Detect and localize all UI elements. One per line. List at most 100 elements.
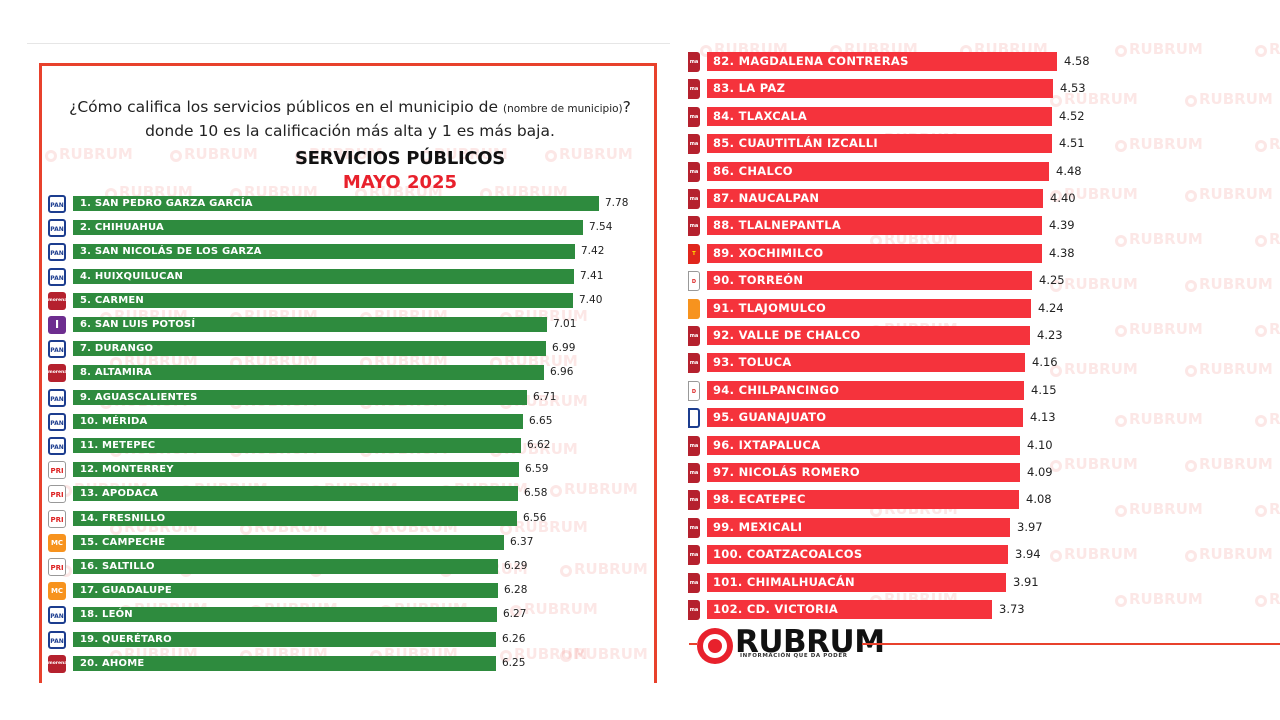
party-logo-icon: morena [48,655,66,673]
bar [707,79,1053,98]
watermark-text: RUBRUM [1115,410,1203,428]
party-logo-icon: morena [48,364,66,382]
bar-label: 98. ECATEPEC [713,492,806,506]
watermark-text: RUBRUM [1050,360,1138,378]
bar-label: 14. FRESNILLO [80,513,166,524]
bar-value-label: 6.59 [525,463,549,475]
bar-value-label: 7.40 [579,294,603,306]
bar-label: 15. CAMPECHE [80,537,166,548]
bar-label: 85. CUAUTITLÁN IZCALLI [713,136,878,150]
bar-label: 10. MÉRIDA [80,416,148,427]
watermark-text: RUBRUM [1255,40,1280,58]
bar [707,518,1010,537]
bar-label: 99. MEXICALI [713,520,803,534]
bar-value-label: 3.97 [1017,520,1043,534]
watermark-text: RUBRUM [1185,455,1273,473]
bar-value-label: 7.42 [581,245,605,257]
chart-title: SERVICIOS PÚBLICOS [295,148,505,169]
bar-value-label: 4.58 [1064,54,1090,68]
party-logo-icon: ma [688,52,700,72]
party-logo-icon: PAN [48,606,66,624]
bar-label: 97. NICOLÁS ROMERO [713,465,860,479]
question-text: ¿Cómo califica los servicios públicos en… [69,98,499,116]
bar-value-label: 4.51 [1059,136,1085,150]
bar-label: 84. TLAXCALA [713,109,808,123]
bar-value-label: 4.23 [1037,328,1063,342]
party-logo-icon: PRI [48,461,66,479]
bar [73,293,573,308]
bar [707,52,1057,71]
bar-value-label: 4.48 [1056,164,1082,178]
watermark-text: RUBRUM [1115,320,1203,338]
bar [73,656,496,671]
bar-value-label: 6.99 [552,342,576,354]
question-scale-text: donde 10 es la calificación más alta y 1… [145,122,555,140]
bar [73,607,497,622]
bar [707,408,1023,427]
brand-name: RUBRUM [735,624,885,660]
bar-label: 89. XOCHIMILCO [713,246,824,260]
party-logo-icon: PAN [48,413,66,431]
bar [707,189,1043,208]
watermark-text: RUBRUM [1115,40,1203,58]
party-logo-icon: ma [688,134,700,154]
bar-label: 90. TORREÓN [713,273,804,287]
bar [707,436,1020,455]
question-municipality-note: (nombre de municipio) [502,103,623,115]
bar [73,244,575,259]
bar [73,535,504,550]
bar-label: 13. APODACA [80,488,159,499]
bar-label: 20. AHOME [80,658,145,669]
bar-label: 2. CHIHUAHUA [80,222,164,233]
bar-label: 8. ALTAMIRA [80,367,152,378]
bar [707,134,1052,153]
watermark-text: RUBRUM [1115,590,1203,608]
bar-value-label: 6.27 [503,608,527,620]
watermark-text: RUBRUM [1185,545,1273,563]
bar [707,573,1006,592]
watermark-text: RUBRUM [1255,135,1280,153]
bar-value-label: 6.58 [524,487,548,499]
bar [707,216,1042,235]
party-logo-icon: ma [688,600,700,620]
chart-subtitle: MAYO 2025 [342,172,458,193]
bar [73,196,599,211]
party-logo-icon: I [48,316,66,334]
bar [707,326,1030,345]
bar-label: 7. DURANGO [80,343,154,354]
bar [707,600,992,619]
party-logo-icon: T [688,244,700,264]
party-logo-icon: PAN [48,268,66,286]
watermark-text: RUBRUM [1050,455,1138,473]
bar [707,162,1049,181]
bar [707,463,1020,482]
bar [73,341,546,356]
bar-label: 16. SALTILLO [80,561,155,572]
party-logo-icon: PAN [48,340,66,358]
bar-label: 1. SAN PEDRO GARZA GARCÍA [80,198,253,209]
bar-value-label: 6.26 [502,633,526,645]
bar-label: 6. SAN LUIS POTOSÍ [80,319,196,330]
brand-tagline: INFORMACIÓN QUE DA PODER [740,653,848,659]
bar-label: 88. TLALNEPANTLA [713,218,842,232]
bar-value-label: 6.96 [550,366,574,378]
watermark-text: RUBRUM [1255,410,1280,428]
bar-label: 91. TLAJOMULCO [713,301,827,315]
party-logo-icon: ma [688,107,700,127]
watermark-text: RUBRUM [1185,185,1273,203]
bar-value-label: 4.39 [1049,218,1075,232]
bar [73,414,523,429]
party-logo-icon: PAN [48,389,66,407]
bar-value-label: 6.29 [504,560,528,572]
party-logo-icon: ma [688,490,700,510]
bar-value-label: 4.09 [1027,465,1053,479]
bar-value-label: 4.52 [1059,109,1085,123]
watermark-text: RUBRUM [1255,590,1280,608]
party-logo-icon: ma [688,326,700,346]
party-logo-icon: ma [688,162,700,182]
brand-divider [862,643,1280,645]
party-logo-icon: D [688,381,700,401]
bar [73,390,527,405]
bar-label: 94. CHILPANCINGO [713,383,840,397]
bar [73,438,521,453]
